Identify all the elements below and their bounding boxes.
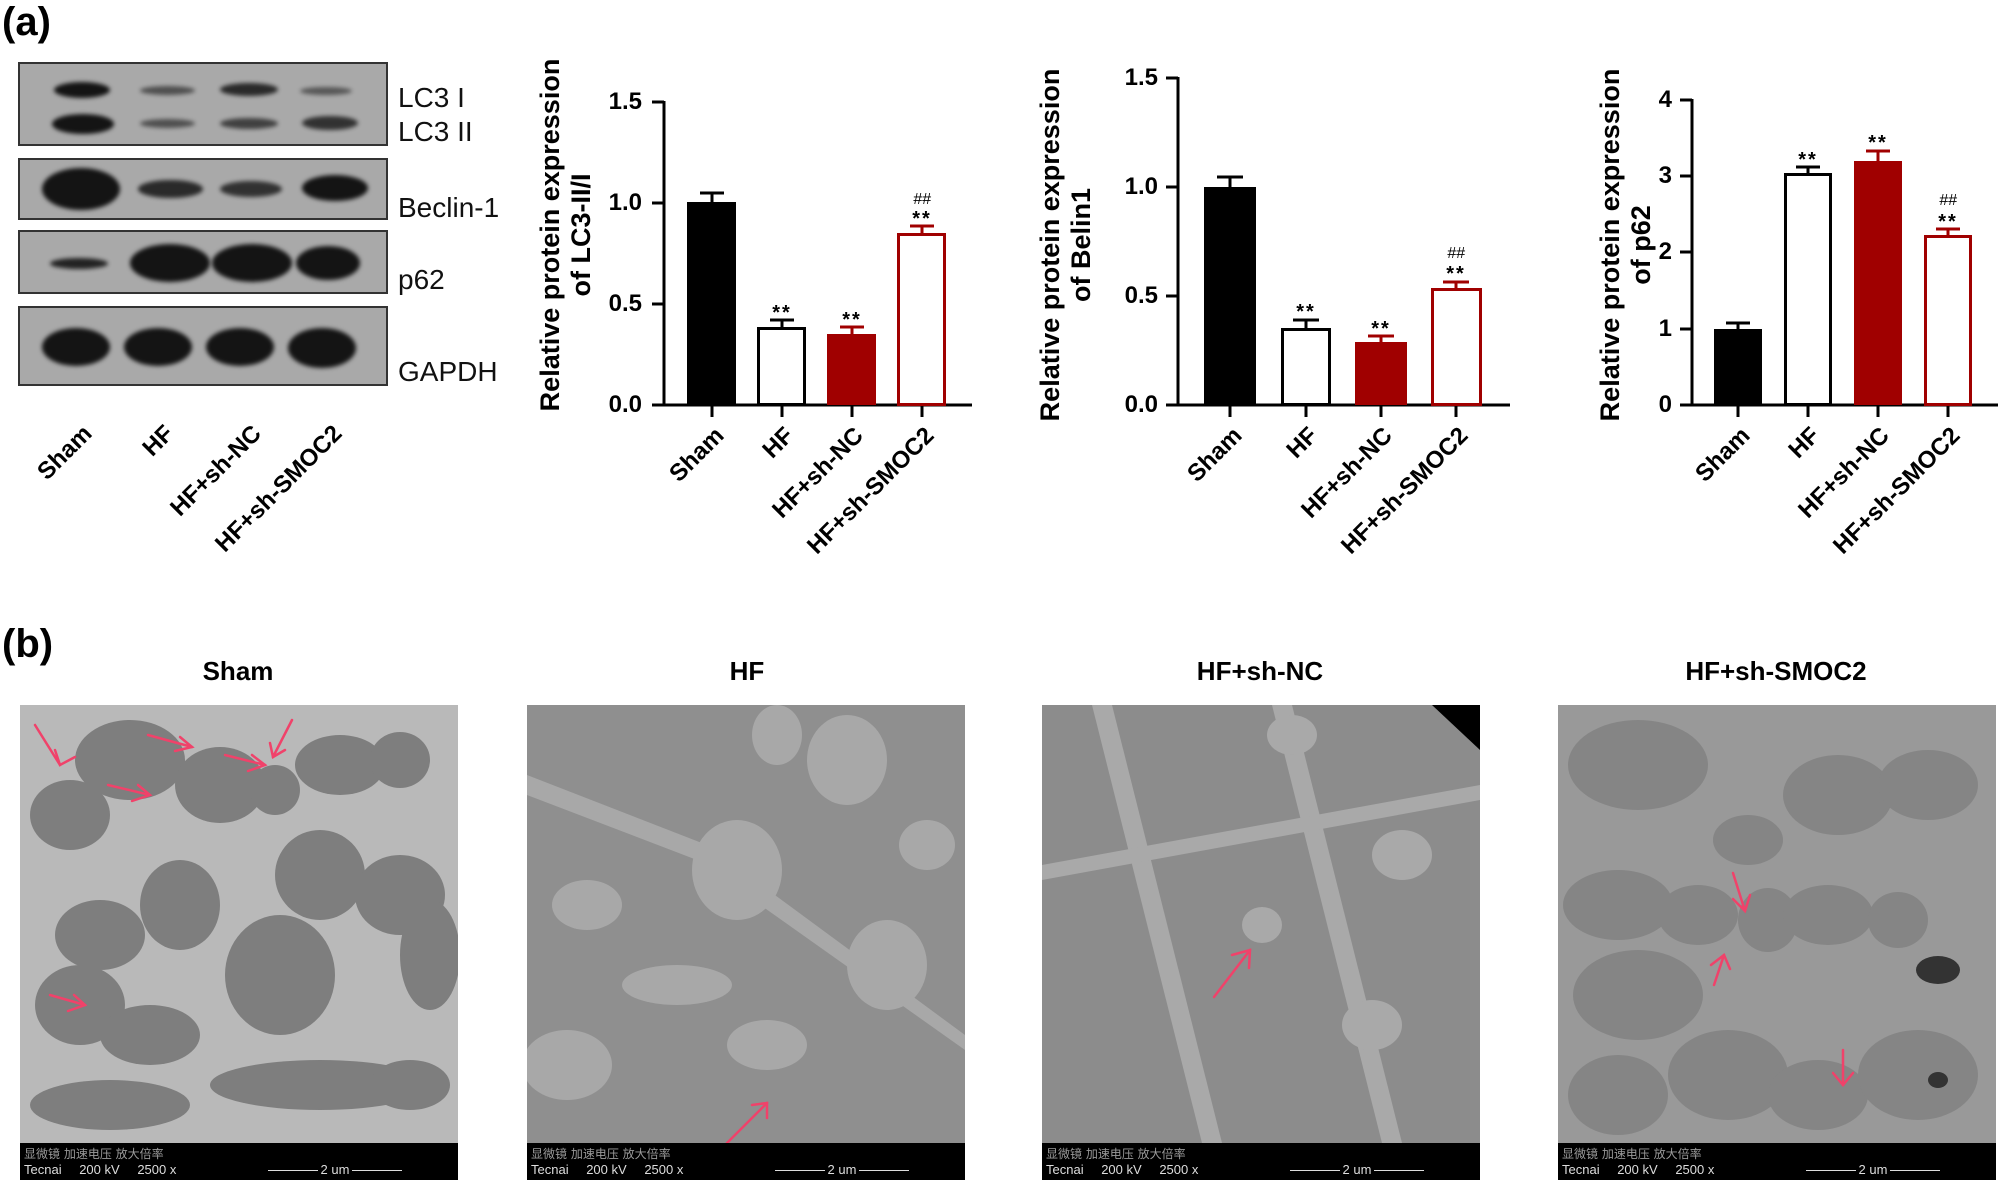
band xyxy=(296,246,360,280)
sig-marker-hash: ## xyxy=(913,191,931,208)
band xyxy=(302,175,368,201)
band xyxy=(42,168,120,210)
info-microscope: Tecnai xyxy=(1046,1162,1084,1177)
y-tick: 0.0 xyxy=(608,391,642,418)
blot-beclin xyxy=(18,158,388,220)
tem-title-sham: Sham xyxy=(202,656,274,686)
sig-marker: ** xyxy=(1798,149,1818,171)
info-values: Tecnai 200 kV 2500 x xyxy=(1562,1162,1728,1177)
tem-image-hf: 显微镜 加速电压 放大倍率 Tecnai 200 kV 2500 x 2 um xyxy=(527,705,965,1180)
band xyxy=(220,181,282,197)
info-magnification: 2500 x xyxy=(644,1162,684,1177)
blot-gapdh xyxy=(18,306,388,386)
band xyxy=(140,119,195,128)
info-header: 显微镜 加速电压 放大倍率 xyxy=(1046,1147,1186,1161)
info-microscope: Tecnai xyxy=(1562,1162,1600,1177)
micrograph xyxy=(527,705,965,1143)
sig-marker: ** xyxy=(1938,211,1958,233)
band xyxy=(220,118,278,129)
y-tick: 2 xyxy=(1658,238,1672,265)
band xyxy=(52,114,114,134)
tem-title-hf: HF xyxy=(729,656,765,686)
info-microscope: Tecnai xyxy=(531,1162,569,1177)
tem-info-bar: 显微镜 加速电压 放大倍率 Tecnai 200 kV 2500 x 2 um xyxy=(1558,1143,1996,1180)
tem-image-sham: 显微镜 加速电压 放大倍率 Tecnai 200 kV 2500 x 2 um xyxy=(20,705,458,1180)
info-values: Tecnai 200 kV 2500 x xyxy=(24,1162,190,1177)
micrograph xyxy=(20,705,458,1143)
band xyxy=(300,87,352,95)
band xyxy=(138,180,203,198)
scale-bar: 2 um xyxy=(727,1162,957,1177)
sig-marker-hash: ## xyxy=(1447,245,1465,262)
y-tick: 1.5 xyxy=(608,88,642,115)
y-tick: 1.0 xyxy=(1124,173,1158,200)
sig-marker: ** xyxy=(1296,301,1316,323)
band xyxy=(206,328,274,366)
info-microscope: Tecnai xyxy=(24,1162,62,1177)
info-header: 显微镜 加速电压 放大倍率 xyxy=(24,1147,164,1161)
info-voltage: 200 kV xyxy=(1101,1162,1142,1177)
info-voltage: 200 kV xyxy=(1617,1162,1658,1177)
band xyxy=(54,82,110,98)
sig-marker: ** xyxy=(1446,263,1466,285)
y-tick: 0.5 xyxy=(1124,282,1158,309)
info-values: Tecnai 200 kV 2500 x xyxy=(1046,1162,1212,1177)
y-tick: 1.5 xyxy=(1124,64,1158,91)
micrograph xyxy=(1558,705,1996,1143)
y-tick: 1 xyxy=(1658,315,1672,342)
y-tick: 0 xyxy=(1658,391,1672,418)
blot-label-beclin: Beclin-1 xyxy=(398,192,500,223)
band xyxy=(220,83,278,96)
tem-image-hf-sh-smoc2: 显微镜 加速电压 放大倍率 Tecnai 200 kV 2500 x 2 um xyxy=(1558,705,1996,1180)
y-tick: 0.5 xyxy=(608,290,642,317)
info-voltage: 200 kV xyxy=(79,1162,120,1177)
scale-bar: 2 um xyxy=(1758,1162,1988,1177)
sig-marker: ** xyxy=(842,309,862,331)
band xyxy=(140,86,195,95)
sig-marker-hash: ## xyxy=(1939,192,1957,209)
tem-info-bar: 显微镜 加速电压 放大倍率 Tecnai 200 kV 2500 x 2 um xyxy=(20,1143,458,1180)
tem-title-hf-sh-nc: HF+sh-NC xyxy=(1196,656,1324,686)
y-tick: 3 xyxy=(1658,162,1672,189)
y-tick: 4 xyxy=(1658,86,1672,113)
sig-marker: ** xyxy=(772,302,792,324)
band xyxy=(302,116,358,130)
info-header: 显微镜 加速电压 放大倍率 xyxy=(531,1147,671,1161)
band xyxy=(42,328,110,366)
blot-label-lc3-2: LC3 II xyxy=(398,116,473,147)
micrograph xyxy=(1042,705,1480,1143)
band xyxy=(288,328,356,368)
chart-lc3-plot xyxy=(652,100,972,417)
chart-belin-plot xyxy=(1166,76,1510,417)
info-magnification: 2500 x xyxy=(1159,1162,1199,1177)
blot-label-lc3-1: LC3 I xyxy=(398,82,465,113)
blot-label-gapdh: GAPDH xyxy=(398,356,498,387)
tem-title-hf-sh-smoc2: HF+sh-SMOC2 xyxy=(1685,656,1867,686)
scale-bar: 2 um xyxy=(1242,1162,1472,1177)
sig-marker: ** xyxy=(912,208,932,230)
y-tick: 1.0 xyxy=(608,189,642,216)
band xyxy=(124,328,192,366)
info-values: Tecnai 200 kV 2500 x xyxy=(531,1162,697,1177)
panel-a-label: (a) xyxy=(2,0,51,44)
info-magnification: 2500 x xyxy=(1675,1162,1715,1177)
blot-p62 xyxy=(18,230,388,294)
scale-bar: 2 um xyxy=(220,1162,450,1177)
info-header: 显微镜 加速电压 放大倍率 xyxy=(1562,1147,1702,1161)
panel-b-label: (b) xyxy=(2,622,54,666)
chart-p62-plot xyxy=(1680,98,1998,417)
band xyxy=(50,258,108,269)
tem-info-bar: 显微镜 加速电压 放大倍率 Tecnai 200 kV 2500 x 2 um xyxy=(1042,1143,1480,1180)
tem-info-bar: 显微镜 加速电压 放大倍率 Tecnai 200 kV 2500 x 2 um xyxy=(527,1143,965,1180)
tem-image-hf-sh-nc: 显微镜 加速电压 放大倍率 Tecnai 200 kV 2500 x 2 um xyxy=(1042,705,1480,1180)
info-magnification: 2500 x xyxy=(137,1162,177,1177)
blot-label-p62: p62 xyxy=(398,264,445,295)
sig-marker: ** xyxy=(1371,318,1391,340)
info-voltage: 200 kV xyxy=(586,1162,627,1177)
blot-lc3 xyxy=(18,62,388,146)
band xyxy=(212,244,292,282)
y-tick: 0.0 xyxy=(1124,391,1158,418)
sig-marker: ** xyxy=(1868,132,1888,154)
band xyxy=(130,244,210,282)
